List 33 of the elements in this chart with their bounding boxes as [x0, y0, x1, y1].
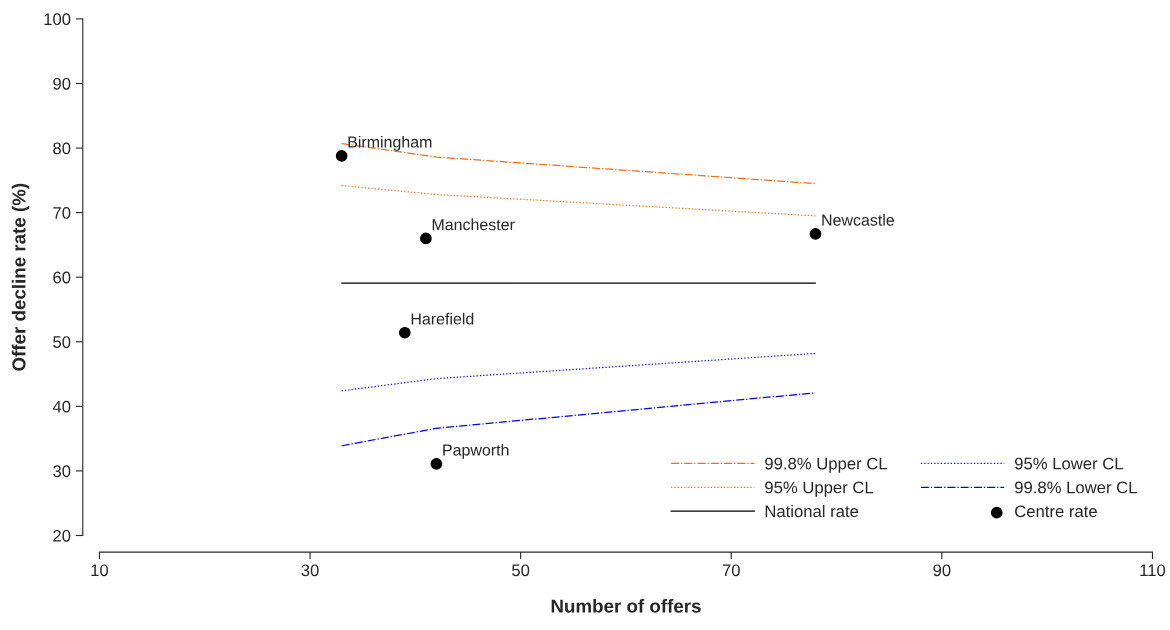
legend-label: 95% Lower CL — [1015, 457, 1123, 470]
point — [335, 149, 348, 162]
x-tick-label: 10 — [91, 564, 109, 577]
y-tick-label: 70 — [53, 207, 71, 219]
x-tick-label: 50 — [512, 564, 530, 577]
y-tick-label: 80 — [53, 142, 71, 155]
point — [809, 228, 822, 240]
point — [398, 326, 411, 339]
point — [420, 232, 432, 245]
legend-label: 95% Upper CL — [765, 481, 874, 497]
legend-label: Centre rate — [1015, 505, 1097, 518]
x-tick-label: 110 — [1140, 564, 1166, 577]
y-tick-label: 100 — [44, 13, 71, 26]
legend-label: National rate — [765, 504, 859, 518]
y-tick-label: 30 — [53, 465, 71, 478]
annotation: Papworth — [443, 443, 509, 459]
y-tick-label: 20 — [53, 529, 71, 542]
legend-label: 99.8% Upper CL — [765, 457, 888, 473]
annotation: Birmingham — [348, 135, 432, 151]
y-tick-label: 50 — [53, 336, 71, 348]
x-tick-label: 30 — [301, 564, 319, 577]
point — [430, 457, 443, 470]
y-tick-label: 90 — [53, 77, 71, 90]
annotation: Newcastle — [822, 214, 895, 226]
y-axis-title: Offer decline rate (%) — [11, 183, 30, 371]
x-tick-label: 90 — [933, 564, 951, 577]
annotation: Harefield — [411, 312, 474, 325]
x-tick-label: 70 — [722, 564, 740, 577]
legend-label: 99.8% Lower CL — [1015, 481, 1137, 494]
annotation: Manchester — [432, 218, 515, 231]
x-axis-title: Number of offers — [551, 598, 701, 613]
y-tick-label: 60 — [53, 271, 71, 284]
y-tick-label: 40 — [52, 400, 71, 413]
